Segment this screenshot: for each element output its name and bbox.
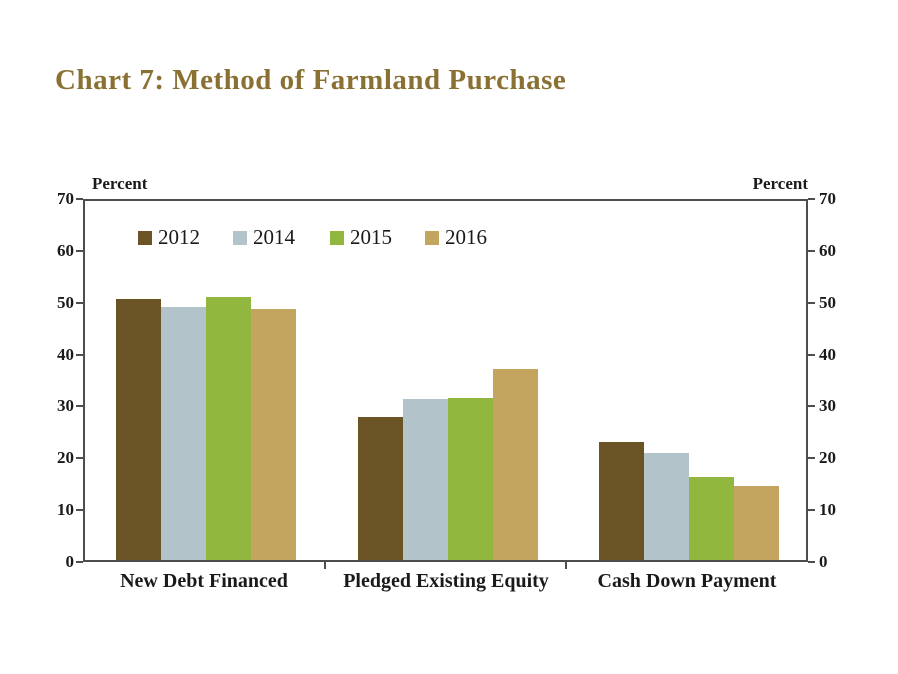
bar-2016-cash-down-payment bbox=[734, 486, 779, 560]
bar-2014-pledged-existing-equity bbox=[403, 399, 448, 560]
chart-title: Chart 7: Method of Farmland Purchase bbox=[55, 64, 567, 96]
y-axis-tick-label-right: 70 bbox=[819, 189, 836, 208]
y-axis-tick-mark-right bbox=[808, 353, 815, 356]
bar-2015-cash-down-payment bbox=[689, 477, 734, 560]
y-axis-tick-label-right: 50 bbox=[819, 292, 836, 312]
bar-2015-pledged-existing-equity bbox=[448, 398, 493, 560]
y-axis-tick-label-left: 20 bbox=[57, 448, 74, 468]
y-axis-tick-label-left: 50 bbox=[57, 292, 74, 312]
y-axis-tick-mark-left bbox=[76, 457, 83, 460]
y-axis-tick-label-right: 0 bbox=[819, 552, 828, 571]
bar-2015-new-debt-financed bbox=[206, 297, 251, 560]
y-axis-tick-label-left: 70 bbox=[57, 189, 74, 208]
y-axis-tick-label-left: 0 bbox=[65, 552, 75, 571]
bar-2014-new-debt-financed bbox=[161, 307, 206, 560]
y-axis-unit-label-right: Percent bbox=[752, 174, 808, 193]
y-axis-tick-mark-right bbox=[808, 509, 815, 512]
bar-2012-cash-down-payment bbox=[599, 442, 644, 560]
y-axis-tick-label-left: 40 bbox=[57, 344, 74, 364]
x-axis-category-label: Cash Down Payment bbox=[597, 570, 777, 592]
bar-2012-new-debt-financed bbox=[116, 299, 161, 560]
y-axis-tick-mark-left bbox=[76, 301, 83, 304]
y-axis-tick-mark-left bbox=[76, 509, 83, 512]
y-axis-tick-mark-left bbox=[76, 405, 83, 408]
y-axis-tick-label-right: 30 bbox=[819, 396, 836, 416]
x-axis-tick-mark bbox=[565, 562, 567, 569]
y-axis-tick-mark-left bbox=[76, 353, 83, 356]
plot-area bbox=[83, 199, 808, 562]
y-axis-tick-mark-left bbox=[76, 198, 83, 200]
y-axis-tick-label-left: 30 bbox=[57, 396, 74, 416]
y-axis-tick-label-left: 10 bbox=[57, 500, 74, 520]
bar-2016-pledged-existing-equity bbox=[493, 369, 538, 560]
bar-2012-pledged-existing-equity bbox=[358, 417, 403, 560]
y-axis-unit-label-left: Percent bbox=[92, 174, 148, 193]
y-axis-tick-mark-right bbox=[808, 457, 815, 460]
bar-2014-cash-down-payment bbox=[644, 453, 689, 560]
y-axis-tick-label-left: 60 bbox=[57, 240, 74, 260]
y-axis-tick-label-right: 10 bbox=[819, 500, 836, 520]
y-axis-tick-mark-right bbox=[808, 561, 815, 563]
x-axis-category-label: New Debt Financed bbox=[120, 570, 288, 592]
y-axis-tick-mark-right bbox=[808, 301, 815, 304]
y-axis-tick-label-right: 20 bbox=[819, 448, 836, 468]
y-axis-tick-label-right: 40 bbox=[819, 344, 836, 364]
bar-2016-new-debt-financed bbox=[251, 309, 296, 560]
y-axis-tick-mark-right bbox=[808, 249, 815, 252]
y-axis-tick-mark-right bbox=[808, 198, 815, 200]
y-axis-tick-mark-right bbox=[808, 405, 815, 408]
y-axis-tick-label-right: 60 bbox=[819, 240, 836, 260]
y-axis-tick-mark-left bbox=[76, 249, 83, 252]
y-axis-tick-mark-left bbox=[76, 561, 83, 563]
x-axis-tick-mark bbox=[324, 562, 326, 569]
x-axis-category-label: Pledged Existing Equity bbox=[343, 570, 549, 592]
